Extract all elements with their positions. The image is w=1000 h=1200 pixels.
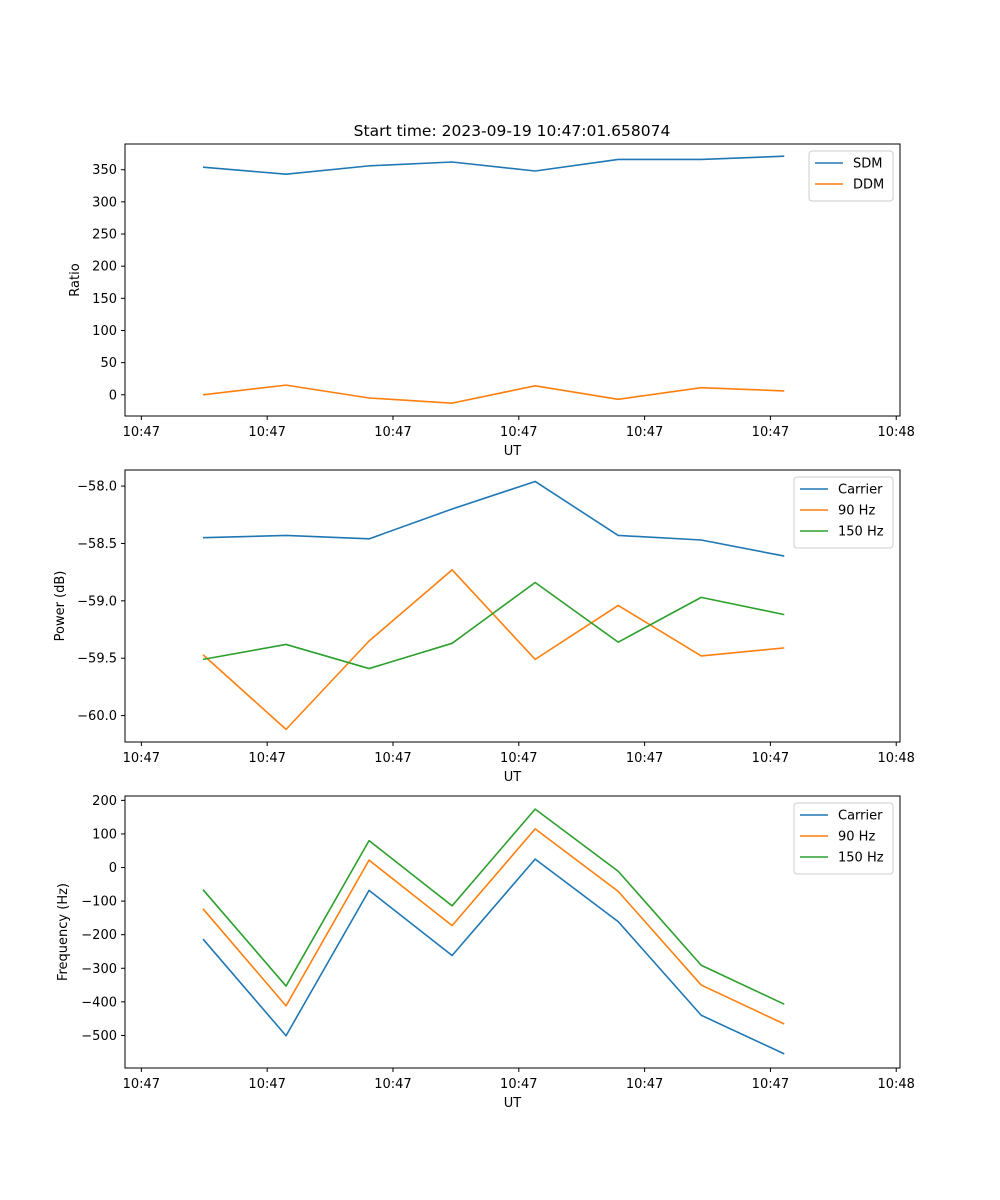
y-tick-label: −58.5 bbox=[77, 537, 117, 552]
figure-title: Start time: 2023-09-19 10:47:01.658074 bbox=[354, 122, 671, 140]
y-axis-label: Power (dB) bbox=[53, 571, 68, 642]
series-line-90-hz bbox=[202, 569, 785, 731]
y-tick-label: −58.0 bbox=[77, 480, 117, 495]
legend-label: 90 Hz bbox=[838, 830, 875, 845]
axes-frame bbox=[124, 795, 901, 1069]
series-line-90-hz bbox=[202, 828, 785, 1025]
x-tick-label: 10:47 bbox=[752, 425, 789, 440]
y-tick-label: −59.5 bbox=[77, 652, 117, 667]
x-tick-label: 10:47 bbox=[374, 751, 411, 766]
series-line-carrier bbox=[202, 858, 785, 1055]
series-line-sdm bbox=[202, 155, 785, 176]
series-line-150-hz bbox=[202, 581, 785, 670]
x-tick-label: 10:47 bbox=[123, 425, 160, 440]
x-axis-label: UT bbox=[504, 444, 522, 459]
x-tick-label: 10:47 bbox=[248, 751, 285, 766]
y-tick-label: 200 bbox=[92, 794, 117, 809]
legend-label: Carrier bbox=[838, 809, 883, 824]
legend-label: Carrier bbox=[838, 483, 883, 498]
y-tick-label: 350 bbox=[92, 163, 117, 178]
y-tick-label: 0 bbox=[109, 388, 117, 403]
y-tick-label: −400 bbox=[81, 995, 117, 1010]
legend-label: DDM bbox=[853, 178, 884, 193]
x-tick-label: 10:47 bbox=[123, 751, 160, 766]
series-line-carrier bbox=[202, 480, 785, 557]
subplot-2: 10:47 10:47 10:47 10:47 10:47 10:47 10:48 −60.0… bbox=[53, 469, 915, 785]
y-tick-label: −60.0 bbox=[77, 709, 117, 724]
y-tick-label: −59.0 bbox=[77, 594, 117, 609]
legend-label: 90 Hz bbox=[838, 504, 875, 519]
x-tick-label: 10:47 bbox=[752, 751, 789, 766]
subplot-3: 10:47 10:47 10:47 10:47 10:47 10:47 10:48 −500 −… bbox=[56, 794, 915, 1111]
legend: Carrier 90 Hz 150 Hz bbox=[793, 476, 894, 549]
y-tick-label: −200 bbox=[81, 928, 117, 943]
x-tick-label: 10:47 bbox=[123, 1077, 160, 1092]
x-axis-label: UT bbox=[504, 1096, 522, 1111]
x-tick-label: 10:47 bbox=[248, 425, 285, 440]
x-tick-label: 10:47 bbox=[626, 1077, 663, 1092]
y-tick-label: 0 bbox=[109, 861, 117, 876]
x-tick-label: 10:47 bbox=[500, 751, 537, 766]
x-tick-label: 10:47 bbox=[500, 425, 537, 440]
y-tick-label: 300 bbox=[92, 195, 117, 210]
x-tick-label: 10:47 bbox=[374, 1077, 411, 1092]
legend: SDM DDM bbox=[808, 150, 894, 202]
y-axis-label: Frequency (Hz) bbox=[56, 883, 71, 981]
y-tick-label: 250 bbox=[92, 228, 117, 243]
y-tick-label: −100 bbox=[81, 895, 117, 910]
legend-label: SDM bbox=[853, 157, 882, 172]
x-tick-label: 10:48 bbox=[877, 751, 914, 766]
legend-label: 150 Hz bbox=[838, 525, 884, 540]
legend-label: 150 Hz bbox=[838, 851, 884, 866]
y-axis-label: Ratio bbox=[68, 263, 83, 296]
x-tick-label: 10:47 bbox=[626, 751, 663, 766]
x-tick-label: 10:48 bbox=[877, 425, 914, 440]
y-tick-label: −300 bbox=[81, 962, 117, 977]
series-line-ddm bbox=[202, 384, 785, 404]
y-tick-label: 50 bbox=[100, 356, 117, 371]
x-tick-label: 10:48 bbox=[877, 1077, 914, 1092]
x-axis-label: UT bbox=[504, 770, 522, 785]
axes-frame bbox=[124, 143, 901, 417]
x-tick-label: 10:47 bbox=[500, 1077, 537, 1092]
series-line-150-hz bbox=[202, 808, 785, 1005]
x-tick-label: 10:47 bbox=[374, 425, 411, 440]
x-tick-label: 10:47 bbox=[626, 425, 663, 440]
y-tick-label: 150 bbox=[92, 292, 117, 307]
axes-frame bbox=[124, 469, 901, 743]
y-tick-label: 200 bbox=[92, 260, 117, 275]
x-tick-label: 10:47 bbox=[752, 1077, 789, 1092]
legend: Carrier 90 Hz 150 Hz bbox=[793, 802, 894, 875]
subplot-1: 10:47 10:47 10:47 10:47 10:47 10:47 10:48 0 50 10… bbox=[68, 143, 915, 459]
x-tick-label: 10:47 bbox=[248, 1077, 285, 1092]
y-tick-label: 100 bbox=[92, 324, 117, 339]
y-tick-label: 100 bbox=[92, 827, 117, 842]
y-tick-label: −500 bbox=[81, 1029, 117, 1044]
